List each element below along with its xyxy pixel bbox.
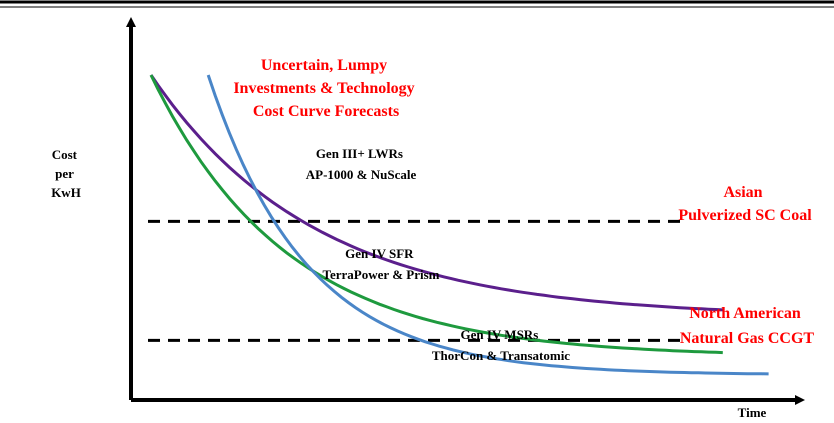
ref-label-gas: North American Natural Gas CCGT — [680, 305, 815, 347]
ref-label-coal: Asian Pulverized SC Coal — [678, 184, 812, 224]
chart-title: Uncertain, Lumpy Investments & Technolog… — [233, 57, 418, 120]
series-curves — [149, 74, 769, 376]
x-axis-label: Time — [738, 405, 767, 420]
series-label-gen3: Gen III+ LWRs AP-1000 & NuScale — [306, 146, 417, 182]
series-label-gen4-msr: Gen IV MSRs ThorCon & Transatomic — [432, 327, 570, 363]
series-line-2 — [206, 74, 769, 376]
reference-lines — [148, 219, 680, 342]
series-line-1 — [149, 74, 723, 355]
series-line-0 — [149, 74, 723, 312]
y-axis-label: Cost per KwH — [51, 147, 81, 200]
series-label-gen4-sfr: Gen IV SFR TerraPower & Prism — [323, 246, 440, 282]
